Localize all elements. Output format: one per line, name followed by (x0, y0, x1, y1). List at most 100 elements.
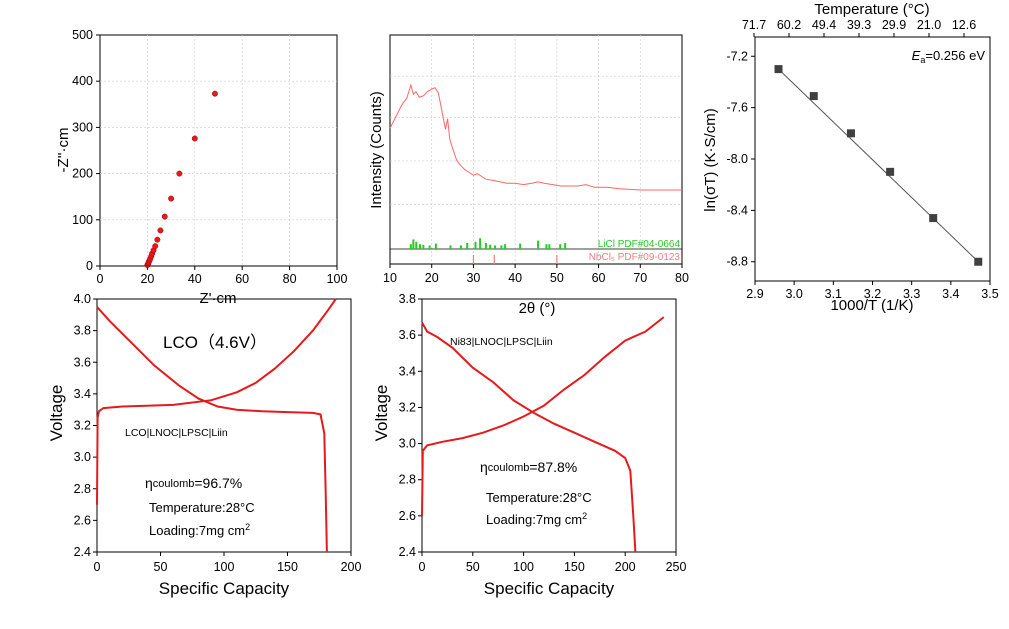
nyquist-x-tick-label: 80 (283, 272, 297, 286)
nyquist-x-tick-label: 20 (140, 272, 154, 286)
xrd-x-tick-label: 80 (675, 271, 689, 285)
lco-x-axis-label: Specific Capacity (159, 579, 290, 598)
arrhenius-y-axis-label: ln(σT) (K·S/cm) (702, 108, 719, 211)
ni83-x-tick-label: 150 (564, 560, 585, 574)
ni83-y-tick-label: 3.2 (399, 400, 416, 414)
licl-reference-peaks (409, 238, 567, 249)
arrhenius-point (774, 65, 783, 74)
lco-cell-label: LCO|LNOC|LPSC|Liin (125, 427, 228, 439)
nyquist-point (176, 170, 183, 177)
arrhenius-y-tick-label: -8.8 (726, 255, 748, 269)
arrhenius-x-tick-label: 3.3 (903, 287, 920, 301)
arrhenius-y-tick-label: -8.0 (726, 152, 748, 166)
arrhenius-y-tick-label: -7.6 (726, 101, 748, 115)
xrd-x-tick-label: 40 (508, 271, 522, 285)
lco-charge-curve (96, 298, 337, 505)
nyquist-y-tick-label: 200 (72, 167, 93, 181)
ni83-y-tick-label: 3.4 (399, 364, 416, 378)
nyquist-x-tick-label: 40 (188, 272, 202, 286)
lco-y-tick-label: 4.0 (74, 292, 91, 306)
lco-discharge-curve (96, 306, 328, 553)
lco-y-axis-label: Voltage (47, 385, 66, 442)
xrd-grid (390, 35, 682, 264)
lco-y-tick-label: 2.8 (74, 482, 91, 496)
ni83-ticks: 0 50 100 150 200 250 2.4 2.6 2.8 3.0 3.2 3.4 3.6 3.8 (399, 292, 687, 574)
temperature-top-axis-label: Temperature (°C) (814, 1, 929, 18)
xrd-x-tick-label: 50 (550, 271, 564, 285)
arrhenius-x-tick-label: 3.0 (785, 287, 802, 301)
arrhenius-point (929, 214, 938, 223)
licl-reference-label: LiCl PDF#04-0664 (598, 239, 681, 250)
arrhenius-x-tick-label: 3.2 (864, 287, 881, 301)
temperature-top-tick-label: 21.0 (917, 18, 941, 32)
lco-title: LCO（4.6V） (163, 333, 267, 352)
lco-curves (96, 298, 337, 553)
ni83-y-tick-label: 3.6 (399, 328, 416, 342)
arrhenius-point (846, 129, 855, 138)
ni83-y-axis-label: Voltage (372, 385, 391, 442)
nyquist-y-tick-label: 0 (86, 259, 93, 273)
ni83-x-tick-label: 250 (666, 560, 687, 574)
ni83-panel: 0 50 100 150 200 2502.42.62.83.03.23.43.63.8 … (372, 292, 686, 598)
arrhenius-plot-frame (754, 36, 991, 282)
ni83-loading: Loading:7mg cm2 (486, 511, 587, 527)
temperature-top-tick-label: 29.9 (882, 18, 906, 32)
lco-x-tick-label: 50 (154, 560, 168, 574)
nyquist-y-axis-label: -Z''·cm (55, 128, 72, 173)
arrhenius-y-tick-label: -8.4 (726, 203, 748, 217)
ni83-charge-curve (421, 316, 665, 516)
ni83-x-tick-label: 0 (419, 560, 426, 574)
temperature-top-tick-label: 12.6 (952, 18, 976, 32)
arrhenius-x-tick-label: 3.4 (942, 287, 959, 301)
nbcl-reference-peaks (472, 255, 558, 264)
ni83-y-tick-label: 2.6 (399, 509, 416, 523)
xrd-x-tick-label: 20 (425, 271, 439, 285)
lco-x-tick-label: 200 (341, 560, 362, 574)
nbcl-reference-label: NbCl₅ PDF#09-0123 (589, 252, 681, 263)
ni83-coulombic-efficiency: ηcoulomb=87.8% (480, 459, 577, 475)
ni83-curves (421, 316, 665, 553)
ni83-temperature: Temperature:28°C (486, 490, 592, 505)
xrd-x-tick-label: 10 (383, 271, 397, 285)
temperature-top-tick-label: 60.2 (777, 18, 801, 32)
ni83-y-tick-label: 3.8 (399, 292, 416, 306)
lco-loading: Loading:7mg cm2 (149, 522, 250, 538)
ni83-y-tick-label: 3.0 (399, 437, 416, 451)
nyquist-point (168, 195, 175, 202)
xrd-ticks: 10 20 30 40 50 60 70 80 (383, 264, 689, 285)
arrhenius-data-points (774, 65, 983, 266)
nyquist-y-tick-label: 400 (72, 74, 93, 88)
lco-coulombic-efficiency: ηcoulomb=96.7% (145, 475, 242, 491)
temperature-top-tick-label: 49.4 (812, 18, 836, 32)
nyquist-point (154, 236, 161, 243)
lco-temperature: Temperature:28°C (149, 500, 255, 515)
nyquist-data-points (144, 90, 218, 269)
xrd-pattern-line (389, 83, 682, 191)
nyquist-ticks: 0 20 40 60 80 100 0 100 200 300 400 500 (72, 28, 347, 286)
activation-energy-annotation: Ea=0.256 eV (912, 48, 986, 65)
nyquist-point (191, 135, 198, 142)
nyquist-y-tick-label: 300 (72, 120, 93, 134)
xrd-plot-frame (389, 34, 683, 265)
lco-panel: 0 50 100 150 2002.42.62.83.03.23.43.63.84.0 … (47, 292, 361, 598)
nyquist-point (161, 213, 168, 220)
lco-y-tick-label: 2.6 (74, 513, 91, 527)
xrd-x-tick-label: 60 (592, 271, 606, 285)
nyquist-y-tick-label: 500 (72, 28, 93, 42)
nyquist-plot-frame (99, 34, 338, 267)
arrhenius-x-tick-label: 2.9 (746, 287, 763, 301)
nyquist-y-tick-label: 100 (72, 213, 93, 227)
lco-x-tick-label: 0 (94, 560, 101, 574)
arrhenius-y-tick-label: -7.2 (726, 49, 748, 63)
arrhenius-ticks: 2.9 3.0 3.1 3.2 3.3 3.4 3.5 -7.2 -7.6 -8.0 -8.4 -8.… (726, 18, 998, 301)
xrd-x-tick-label: 70 (633, 271, 647, 285)
xrd-panel: 10 20 30 40 50 60 70 80 LiCl PDF#04-0664 NbCl₅ … (368, 34, 689, 317)
lco-y-tick-label: 3.0 (74, 450, 91, 464)
nyquist-grid (100, 35, 337, 266)
temperature-top-tick-label: 39.3 (847, 18, 871, 32)
ni83-y-tick-label: 2.8 (399, 473, 416, 487)
lco-y-tick-label: 3.2 (74, 419, 91, 433)
ni83-x-tick-label: 200 (615, 560, 636, 574)
